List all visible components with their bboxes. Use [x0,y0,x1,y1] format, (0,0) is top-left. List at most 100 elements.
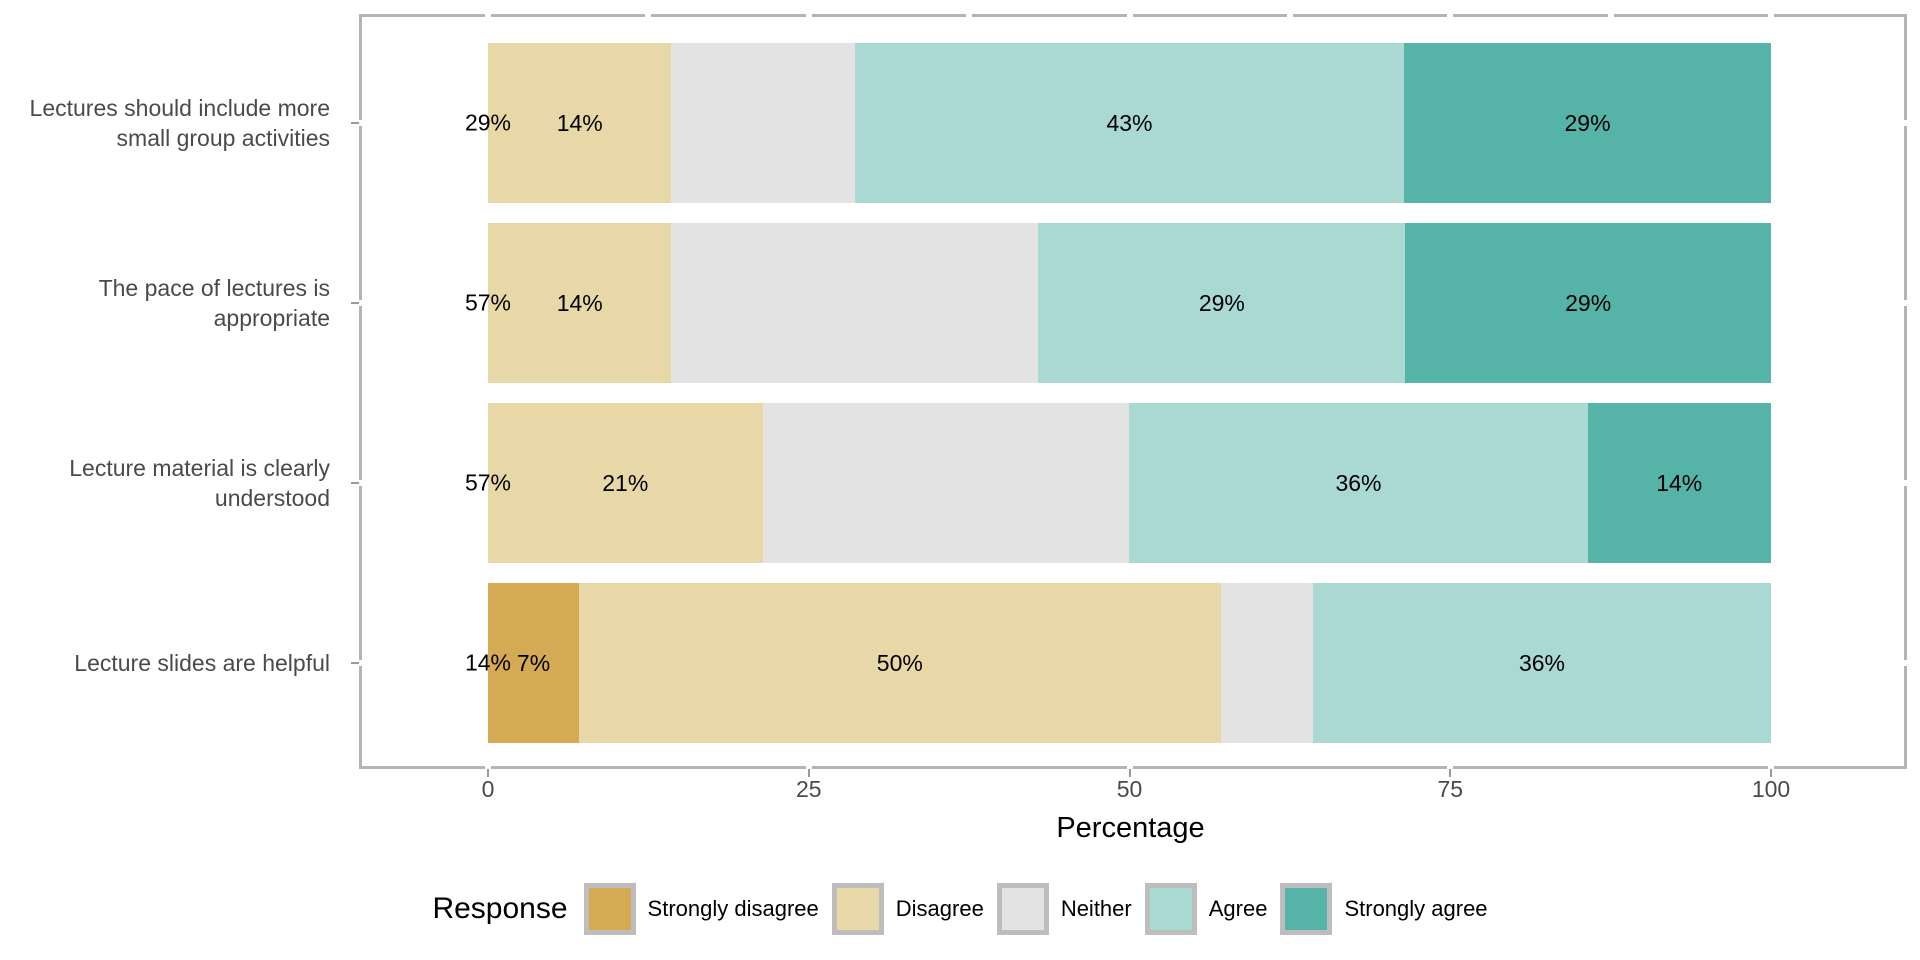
bar-segment-value-label: 43% [1106,109,1153,136]
legend-key-swatch [583,883,636,935]
y-axis-tick [351,302,359,304]
panel-border-bottom [359,766,1907,769]
bar-segment-value-label: 29% [1565,289,1612,316]
legend-title: Response [432,892,568,925]
y-axis-category-label-line: Lecture slides are helpful [74,650,330,676]
top-border-tick-gap [485,14,491,17]
legend-item-label: Disagree [895,896,984,921]
bar-segment-value-label: 14% [1656,469,1703,496]
legend-item-disagree: Disagree [831,883,984,935]
bottom-border-tick-gap [805,766,812,769]
x-axis-tick [1770,769,1772,777]
bar-segment-strongly-agree: 29% [1404,43,1771,203]
top-border-tick-gap [1607,14,1614,17]
right-border-tick-gap [1904,480,1907,486]
legend-item-label: Strongly disagree [647,896,819,921]
y-axis-tick [351,122,359,124]
top-border-tick-gap [966,14,973,17]
bar-segment-agree: 36% [1312,583,1771,743]
bar-row: 7% 50% 36% [488,583,1771,743]
top-border-tick-gap [805,14,812,17]
bar-segment-value-label: 36% [1518,649,1565,676]
y-axis-category-label-line: understood [214,485,330,511]
bar-segment-neither [671,223,1039,383]
top-border-tick-gap [1126,14,1133,17]
bar-segment-strongly-agree: 14% [1587,403,1771,563]
bottom-border-tick-gap [1447,766,1454,769]
legend-item-strongly-agree: Strongly agree [1280,883,1488,935]
legend-item-label: Strongly agree [1344,896,1488,921]
x-tick-label: 75 [1437,776,1464,802]
left-border-tick-gap [359,120,362,126]
bar-segment-neither [1220,583,1313,743]
bar-segment-agree: 36% [1129,403,1588,563]
bar-segment-value-label: 7% [516,649,551,676]
legend-item-label: Agree [1208,896,1268,921]
x-axis-tick [1128,769,1131,777]
bar-segment-value-label: 29% [1564,109,1611,136]
x-tick-label: 25 [795,776,822,802]
bar-row: 14% 29% 29% [488,223,1771,383]
bar-segment-agree: 29% [1038,223,1406,383]
bar-left-value-label: 14% [464,649,512,676]
bar-segment-value-label: 14% [556,109,603,136]
left-border-tick-gap [359,300,362,306]
x-tick-label: 50 [1116,776,1143,802]
legend: Response Strongly disagree Disagree Neithe… [0,880,1920,938]
right-border-tick-gap [1904,120,1907,126]
x-axis-tick [1449,769,1452,777]
legend-key-swatch [996,883,1049,935]
x-axis-title: Percentage [1056,812,1205,844]
top-border-tick-gap [1447,14,1454,17]
y-axis-category-label: The pace of lectures is appropriate [0,273,330,333]
y-axis-category-label: Lecture slides are helpful [0,648,330,678]
y-axis-tick [351,662,359,664]
panel-border-left [359,14,362,769]
bar-segment-neither [762,403,1130,563]
bar-segment-neither [671,43,855,203]
x-tick-label: 0 [481,776,495,802]
bar-segment-disagree: 21% [488,403,763,563]
y-axis-category-label-line: Lectures should include more [29,95,330,121]
x-axis-tick [487,769,489,777]
bar-segment-value-label: 14% [556,289,603,316]
bar-segment-disagree: 14% [488,43,672,203]
y-axis-category-label-line: Lecture material is clearly [69,455,330,481]
top-border-tick-gap [1286,14,1293,17]
x-axis-tick [807,769,810,777]
left-border-tick-gap [359,660,362,666]
legend-item-strongly-disagree: Strongly disagree [583,883,819,935]
y-axis-category-label-line: small group activities [116,125,330,151]
panel-border-top [359,14,1907,17]
bar-left-value-label: 57% [464,289,512,316]
right-border-tick-gap [1904,300,1907,306]
bar-segment-disagree: 50% [579,583,1221,743]
bar-segment-value-label: 50% [876,649,923,676]
right-border-tick-gap [1904,660,1907,666]
y-axis-category-label-line: appropriate [213,305,330,331]
panel-border-right [1904,14,1907,769]
y-axis-tick [351,482,359,484]
bar-segment-value-label: 29% [1198,289,1245,316]
left-border-tick-gap [359,480,362,486]
top-border-tick-gap [1768,14,1774,17]
x-tick-label: 100 [1751,776,1791,802]
bar-segment-strongly-agree: 29% [1405,223,1771,383]
bar-segment-value-label: 36% [1335,469,1382,496]
bar-row: 21% 36% 14% [488,403,1771,563]
legend-item-neither: Neither [996,883,1132,935]
bar-segment-value-label: 21% [602,469,649,496]
bar-segment-agree: 43% [854,43,1405,203]
y-axis-category-label: Lecture material is clearly understood [0,453,330,513]
legend-key-swatch [1280,883,1333,935]
bar-left-value-label: 57% [464,469,512,496]
legend-item-agree: Agree [1144,883,1268,935]
legend-key-swatch [831,883,884,935]
legend-item-label: Neither [1060,896,1132,921]
bar-left-value-label: 29% [464,109,512,136]
y-axis-category-label-line: The pace of lectures is [98,275,330,301]
bar-row: 14% 43% 29% [488,43,1771,203]
bar-segment-strongly-disagree: 7% [488,583,580,743]
bottom-border-tick-gap [485,766,491,769]
